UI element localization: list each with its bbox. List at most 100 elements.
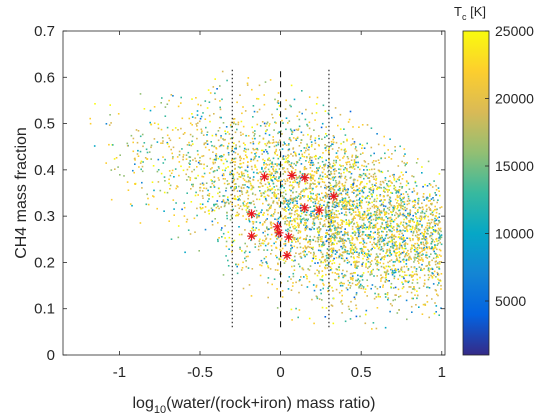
scatter-dot <box>382 201 385 204</box>
scatter-dot <box>308 246 311 249</box>
scatter-dot <box>202 155 205 157</box>
scatter-dot <box>265 166 267 169</box>
scatter-dot <box>290 129 293 132</box>
scatter-dot <box>370 193 373 195</box>
scatter-dot <box>321 167 324 169</box>
scatter-dot <box>277 157 280 160</box>
scatter-dot <box>320 260 322 263</box>
scatter-dot <box>276 237 279 240</box>
scatter-dot <box>200 163 203 165</box>
scatter-dot <box>422 233 425 235</box>
scatter-dot <box>318 230 321 233</box>
scatter-dot <box>242 215 244 217</box>
scatter-dot <box>379 286 381 288</box>
scatter-dot <box>346 189 348 191</box>
scatter-dot <box>359 200 362 202</box>
scatter-dot <box>356 279 359 282</box>
scatter-dot <box>438 282 440 284</box>
scatter-dot <box>439 241 441 244</box>
scatter-dot <box>426 264 429 267</box>
scatter-dot <box>143 142 146 144</box>
scatter-dot <box>318 245 321 248</box>
scatter-dot <box>321 138 323 140</box>
scatter-dot <box>149 109 152 112</box>
scatter-dot <box>265 219 267 221</box>
scatter-dot <box>131 204 133 207</box>
scatter-dot <box>333 262 336 264</box>
scatter-dot <box>386 233 389 236</box>
scatter-dot <box>213 113 215 115</box>
scatter-dot <box>281 158 284 160</box>
scatter-dot <box>391 236 394 239</box>
scatter-dot <box>434 205 436 208</box>
scatter-dot <box>390 218 393 221</box>
scatter-dot <box>293 98 296 101</box>
scatter-dot <box>202 197 204 199</box>
scatter-dot <box>261 168 263 170</box>
scatter-dot <box>316 199 318 201</box>
scatter-dot <box>332 203 334 205</box>
scatter-dot <box>294 171 297 174</box>
scatter-dot <box>343 213 346 216</box>
scatter-dot <box>227 152 230 154</box>
scatter-dot <box>359 143 361 146</box>
scatter-dot <box>385 276 387 278</box>
scatter-dot <box>229 200 232 203</box>
scatter-dot <box>429 208 431 210</box>
scatter-dot <box>373 237 376 240</box>
scatter-dot <box>290 162 293 164</box>
scatter-dot <box>319 199 322 201</box>
scatter-dot <box>316 296 318 298</box>
scatter-dot <box>323 284 325 286</box>
scatter-dot <box>233 122 235 125</box>
scatter-dot <box>246 84 249 86</box>
scatter-dot <box>379 227 381 230</box>
scatter-dot <box>415 185 418 187</box>
scatter-dot <box>282 259 285 261</box>
scatter-dot <box>197 174 199 177</box>
scatter-dot <box>419 276 421 279</box>
scatter-dot <box>379 200 381 202</box>
scatter-dot <box>413 190 416 192</box>
scatter-dot <box>329 285 331 287</box>
scatter-dot <box>336 251 338 254</box>
scatter-dot <box>266 142 269 145</box>
scatter-dot <box>317 236 319 239</box>
scatter-dot <box>337 189 340 191</box>
scatter-dot <box>376 241 379 244</box>
scatter-dot <box>283 167 285 169</box>
scatter-dot <box>386 293 389 296</box>
scatter-dot <box>417 234 419 236</box>
scatter-dot <box>344 239 346 242</box>
scatter-dot <box>295 281 297 284</box>
scatter-dot <box>209 157 212 160</box>
scatter-dot <box>416 221 418 224</box>
scatter-dot <box>437 223 439 225</box>
scatter-dot <box>327 239 330 241</box>
scatter-dot <box>418 255 421 258</box>
scatter-dot <box>410 228 413 231</box>
scatter-dot <box>263 257 266 260</box>
scatter-dot <box>407 214 409 217</box>
scatter-dot <box>377 206 379 208</box>
scatter-dot <box>300 163 303 165</box>
scatter-dot <box>272 215 274 217</box>
scatter-dot <box>279 155 281 158</box>
scatter-dot <box>163 176 166 178</box>
scatter-dot <box>117 113 120 115</box>
scatter-dot <box>438 263 441 265</box>
scatter-dot <box>339 159 341 161</box>
scatter-dot <box>350 278 352 280</box>
scatter-dot <box>361 164 363 167</box>
scatter-dot <box>311 226 314 229</box>
scatter-dot <box>292 260 295 262</box>
scatter-dot <box>422 235 424 237</box>
scatter-dot <box>373 275 375 277</box>
scatter-dot <box>314 148 316 150</box>
scatter-dot <box>428 261 431 263</box>
scatter-dot <box>353 162 356 165</box>
scatter-dot <box>232 173 234 175</box>
scatter-dot <box>259 178 262 180</box>
scatter-dot <box>291 259 293 261</box>
scatter-dot <box>194 194 197 197</box>
